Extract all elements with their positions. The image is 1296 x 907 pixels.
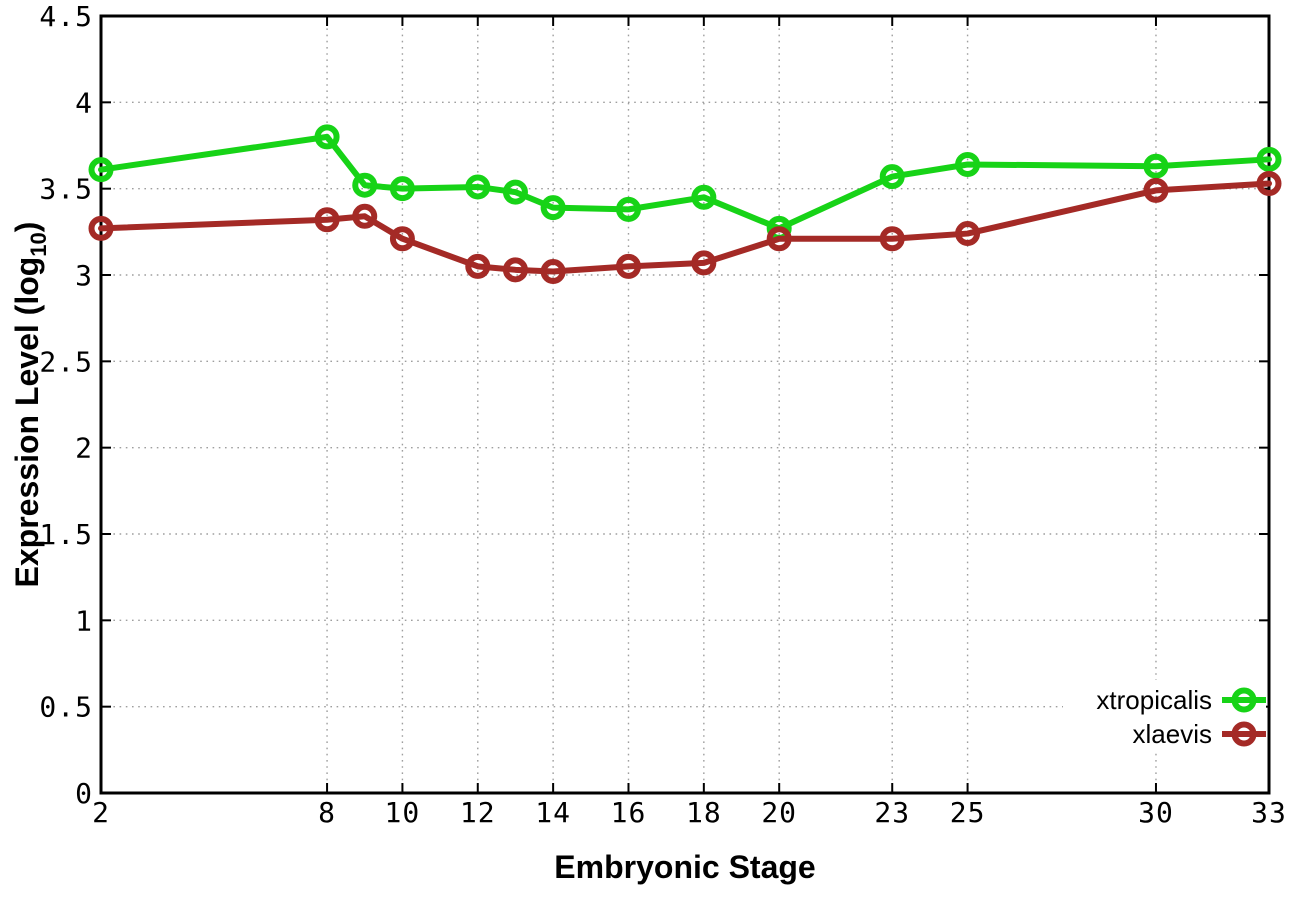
- y-tick-label: 2: [75, 432, 93, 465]
- series-xlaevis-marker: [1256, 170, 1282, 196]
- series-xtropicalis-marker: [88, 157, 114, 183]
- series-xlaevis-marker: [465, 253, 491, 279]
- series-xlaevis-marker: [1143, 177, 1169, 203]
- series-xlaevis-marker: [615, 253, 641, 279]
- series-xtropicalis-marker: [955, 151, 981, 177]
- series-xlaevis-marker: [540, 259, 566, 285]
- x-tick-label: 30: [1138, 796, 1174, 829]
- x-tick-label: 10: [385, 796, 421, 829]
- y-tick-label: 0: [75, 777, 93, 810]
- x-tick-label: 16: [611, 796, 647, 829]
- y-tick-label: 1: [75, 604, 93, 637]
- series-xtropicalis-marker: [389, 176, 415, 202]
- legend-background: [1063, 680, 1266, 752]
- y-tick-label: 0.5: [39, 691, 93, 724]
- series-xlaevis-marker: [879, 226, 905, 252]
- x-axis-title: Embryonic Stage: [554, 849, 815, 885]
- x-tick-label: 33: [1251, 796, 1287, 829]
- series-xlaevis-line: [98, 180, 1272, 275]
- plot-border: [99, 14, 1271, 795]
- y-tick-label: 3.5: [39, 173, 93, 206]
- series-xtropicalis-marker: [691, 184, 717, 210]
- series-xtropicalis-marker: [502, 179, 528, 205]
- x-tick-label: 12: [460, 796, 496, 829]
- series-xlaevis-marker: [766, 226, 792, 252]
- series-xlaevis-marker: [502, 257, 528, 283]
- y-tick-label: 1.5: [39, 518, 93, 551]
- y-tick-label: 3: [75, 259, 93, 292]
- legend-label-xlaevis: xlaevis: [1133, 719, 1212, 749]
- series-xtropicalis-marker: [314, 124, 340, 150]
- series-xtropicalis-line: [98, 133, 1272, 232]
- legend: xtropicalis xlaevis: [1063, 680, 1266, 752]
- y-axis-title: Expression Level (log10): [9, 222, 51, 588]
- x-tick-label: 14: [535, 796, 571, 829]
- series-xtropicalis-marker: [465, 174, 491, 200]
- y-tick-label: 4.5: [39, 0, 93, 33]
- series-xtropicalis-marker: [1256, 146, 1282, 172]
- x-tick-label: 18: [686, 796, 722, 829]
- series-xlaevis-marker: [314, 207, 340, 233]
- x-tick-label: 8: [318, 796, 336, 829]
- x-tick-label: 2: [92, 796, 110, 829]
- series-xlaevis-marker: [389, 226, 415, 252]
- series-xlaevis-marker: [691, 250, 717, 276]
- series-xtropicalis-marker: [1143, 153, 1169, 179]
- series-xlaevis-marker: [352, 203, 378, 229]
- legend-sample-marker: [1231, 721, 1257, 747]
- y-tick-label: 4: [75, 86, 93, 119]
- series-xlaevis-marker: [955, 221, 981, 247]
- series-xtropicalis-marker: [352, 172, 378, 198]
- series-xtropicalis-marker: [879, 164, 905, 190]
- series-xlaevis-marker: [88, 215, 114, 241]
- y-tick-label: 2.5: [39, 345, 93, 378]
- legend-sample-marker: [1231, 687, 1257, 713]
- x-tick-label: 25: [950, 796, 986, 829]
- series-xtropicalis-marker: [540, 195, 566, 221]
- x-tick-label: 23: [874, 796, 910, 829]
- series-xtropicalis-marker: [615, 196, 641, 222]
- legend-label-xtropicalis: xtropicalis: [1096, 685, 1212, 715]
- x-tick-label: 20: [761, 796, 797, 829]
